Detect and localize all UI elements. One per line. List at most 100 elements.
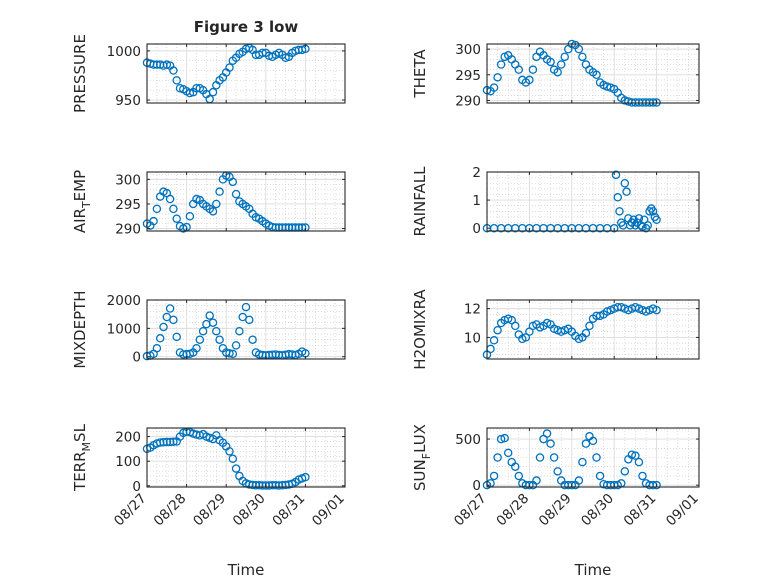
y-axis-label-rest: SL — [71, 423, 89, 442]
x-axis-label: Time — [574, 561, 612, 579]
axes-box — [146, 43, 346, 104]
data-point — [511, 462, 520, 471]
panel-rainfall: 0 1 2 RAINFALL — [411, 165, 700, 237]
panel-h2omixra: 10 12 H2OMIXRA — [411, 289, 700, 370]
axes-box — [486, 427, 700, 488]
y-axis-label: THETA — [411, 49, 429, 99]
data-point — [496, 60, 506, 69]
data-point — [198, 326, 208, 336]
data-point — [585, 321, 594, 331]
data-point — [228, 177, 238, 187]
y-tick-label: 290 — [115, 222, 141, 238]
y-tick-label: 100 — [115, 454, 141, 470]
y-axis-label-sub: T — [80, 201, 93, 209]
panel-sun_flux: 0 500 SUNFLUX 08/27 08/28 08/29 08/30 08/31 09/0… — [411, 424, 702, 579]
y-tick-label: 1 — [472, 193, 481, 209]
y-tick-label: 290 — [455, 93, 481, 109]
x-tick-label: 08/28 — [151, 491, 190, 530]
data-point — [652, 480, 661, 490]
data-point — [609, 223, 619, 233]
data-point — [542, 429, 552, 438]
data-point — [567, 480, 577, 490]
data-point — [581, 328, 591, 338]
y-axis-label: SUNFLUX — [411, 424, 433, 491]
y-tick-label: 300 — [455, 42, 481, 58]
data-point — [155, 334, 165, 343]
data-point — [165, 304, 175, 313]
y-tick-label: 10 — [464, 330, 481, 346]
x-axis-label: Time — [227, 561, 265, 579]
y-tick-label: 200 — [115, 430, 141, 446]
y-tick-label: 295 — [115, 197, 141, 213]
y-tick-label: 1000 — [107, 44, 141, 60]
data-point — [231, 464, 241, 473]
data-point — [553, 467, 562, 476]
axes-box — [146, 299, 346, 360]
x-tick-label: 09/01 — [309, 491, 348, 530]
x-tick-label: 08/30 — [578, 491, 617, 530]
y-tick-label: 0 — [472, 221, 481, 237]
panel-theta: 290 295 300 THETA — [411, 39, 700, 109]
data-point — [503, 448, 513, 458]
y-axis-label-main: AIR — [71, 208, 89, 233]
x-tick-label: 08/30 — [230, 491, 269, 530]
data-point — [208, 318, 218, 327]
data-point — [301, 472, 310, 482]
data-point — [588, 436, 598, 446]
figure-title: Figure 3 low — [194, 18, 299, 36]
data-point — [489, 336, 499, 345]
data-point — [228, 454, 238, 463]
data-point — [225, 349, 234, 358]
y-axis-label: TERRMSL — [71, 423, 93, 492]
data-point — [525, 480, 534, 490]
data-point — [212, 199, 221, 209]
x-tick-label: 08/31 — [269, 491, 308, 530]
data-point — [231, 189, 241, 199]
panel-mixdepth: 0 1000 2000 MIXDEPTH — [71, 290, 346, 369]
x-tick-label: 08/29 — [536, 491, 575, 530]
data-point — [228, 349, 238, 359]
axes-box — [146, 427, 346, 488]
data-point — [620, 467, 630, 476]
data-point — [215, 187, 224, 196]
y-axis-label-main: SUN — [411, 459, 429, 491]
data-point — [613, 193, 622, 202]
y-axis-label: PRESSURE — [71, 34, 89, 113]
data-point — [489, 471, 499, 481]
y-axis-label-rest: LUX — [411, 424, 429, 453]
data-point — [592, 70, 601, 80]
data-point — [602, 82, 612, 91]
data-point — [514, 471, 524, 481]
y-tick-label: 300 — [115, 172, 141, 188]
x-tick-label: 08/27 — [111, 491, 150, 530]
data-point — [195, 335, 205, 344]
panel-terr_msl: 0 100 200 TERRMSL 08/27 08/28 08/29 08/30 08/31 0… — [71, 423, 348, 579]
axes-box — [486, 299, 700, 360]
y-axis-label: RAINFALL — [411, 166, 429, 237]
data-point — [165, 194, 175, 204]
data-point — [634, 457, 644, 467]
data-point — [648, 207, 658, 216]
data-point — [652, 215, 661, 225]
data-point — [169, 66, 178, 75]
y-tick-label: 500 — [455, 432, 481, 448]
data-point — [500, 433, 509, 443]
data-point — [627, 450, 637, 459]
data-point — [172, 214, 181, 223]
data-point — [212, 326, 221, 336]
data-point — [231, 341, 241, 350]
data-point — [496, 434, 506, 444]
data-point — [225, 447, 234, 456]
data-point — [578, 52, 587, 62]
plot-area — [487, 172, 699, 231]
x-tick-label: 08/29 — [190, 491, 229, 530]
data-point — [581, 439, 591, 448]
data-point — [620, 178, 630, 188]
y-tick-label: 12 — [464, 302, 481, 318]
data-point — [525, 75, 534, 85]
data-point — [592, 453, 601, 462]
data-point — [152, 343, 162, 353]
axes-box — [486, 43, 700, 104]
data-point — [245, 315, 254, 325]
y-tick-label: 2000 — [107, 293, 141, 309]
